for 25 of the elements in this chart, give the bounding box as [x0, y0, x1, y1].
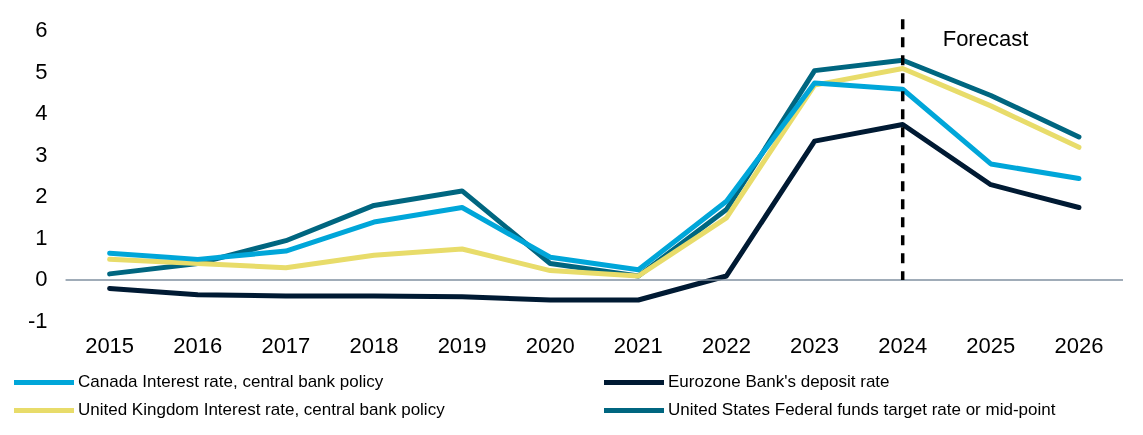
- y-tick-label: 1: [35, 224, 48, 250]
- ref-line-label: Forecast: [942, 26, 1029, 52]
- x-tick-label: 2019: [437, 332, 487, 358]
- x-tick-label: 2024: [878, 332, 928, 358]
- x-tick-label: 2022: [701, 332, 751, 358]
- y-tick-label: 0: [35, 266, 48, 292]
- y-tick-label: 6: [35, 17, 48, 43]
- x-tick-label: 2017: [261, 332, 311, 358]
- x-tick-label: 2018: [349, 332, 399, 358]
- x-tick-label: 2021: [613, 332, 663, 358]
- legend-label: United States Federal funds target rate or mid-point: [668, 400, 1056, 420]
- x-tick-label: 2026: [1054, 332, 1104, 358]
- x-tick-label: 2025: [966, 332, 1016, 358]
- x-tick-label: 2015: [85, 332, 135, 358]
- legend-label: United Kingdom Interest rate, central bank policy: [78, 400, 445, 420]
- x-tick-label: 2016: [173, 332, 223, 358]
- x-tick-label: 2023: [790, 332, 840, 358]
- y-tick-label: -1: [28, 307, 48, 333]
- legend-label: Eurozone Bank's deposit rate: [668, 372, 890, 392]
- y-tick-label: 4: [35, 100, 48, 126]
- legend-label: Canada Interest rate, central bank policy: [78, 372, 384, 392]
- x-tick-label: 2020: [525, 332, 575, 358]
- y-tick-label: 2: [35, 183, 48, 209]
- y-tick-label: 3: [35, 141, 48, 167]
- y-tick-label: 5: [35, 58, 48, 84]
